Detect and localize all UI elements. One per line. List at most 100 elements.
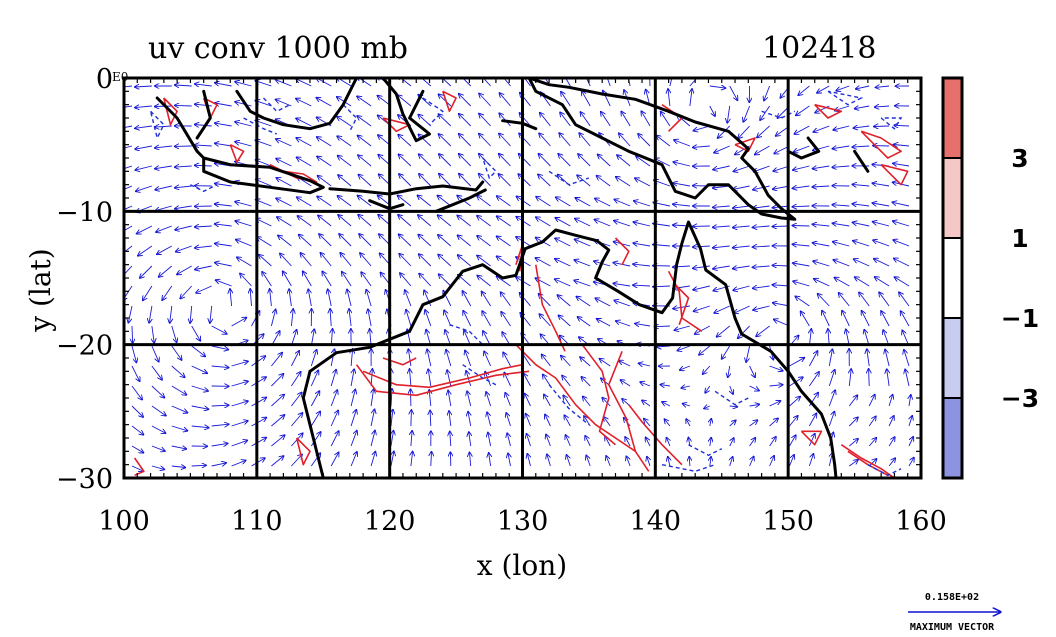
wind-vector bbox=[814, 279, 830, 287]
wind-vector bbox=[555, 279, 571, 287]
wind-vector bbox=[868, 416, 876, 427]
wind-vector bbox=[524, 374, 531, 387]
wind-vector bbox=[497, 216, 511, 227]
wind-vector bbox=[215, 143, 232, 146]
wind-vector bbox=[713, 186, 730, 188]
wind-vector bbox=[291, 455, 302, 467]
wind-vector bbox=[616, 177, 631, 187]
wind-vector bbox=[501, 312, 511, 327]
wind-vector bbox=[905, 369, 910, 387]
wind-vector bbox=[874, 259, 890, 267]
wind-vector bbox=[257, 237, 272, 247]
wind-vector bbox=[828, 412, 834, 427]
wind-vector bbox=[361, 272, 372, 287]
wind-vector bbox=[370, 431, 375, 447]
wind-vector bbox=[808, 434, 814, 447]
wind-vector bbox=[769, 385, 783, 386]
wind-vector bbox=[508, 453, 511, 467]
wind-vector bbox=[156, 225, 172, 232]
wind-vector bbox=[276, 159, 292, 167]
wind-vector bbox=[868, 438, 876, 447]
coastline bbox=[527, 78, 797, 221]
wind-vector bbox=[358, 196, 372, 207]
wind-vector bbox=[801, 311, 810, 327]
wind-vector bbox=[640, 382, 651, 387]
positive-contour bbox=[880, 163, 909, 186]
wind-vector bbox=[639, 363, 651, 366]
wind-vector bbox=[749, 420, 758, 427]
wind-vector bbox=[459, 94, 472, 107]
x-tick-label: 160 bbox=[895, 506, 947, 537]
wind-vector bbox=[175, 186, 192, 188]
wind-vector bbox=[875, 106, 890, 107]
wind-vector bbox=[563, 396, 571, 407]
wind-vector bbox=[408, 349, 411, 367]
wind-vector bbox=[458, 235, 471, 247]
wind-vector bbox=[753, 305, 770, 310]
wind-vector bbox=[459, 134, 472, 147]
wind-vector bbox=[852, 204, 870, 206]
wind-vector bbox=[151, 405, 166, 416]
wind-vector bbox=[419, 154, 432, 167]
wind-vector bbox=[693, 246, 710, 247]
wind-vector bbox=[583, 397, 591, 407]
negative-contour bbox=[761, 110, 796, 119]
wind-vector bbox=[276, 178, 292, 187]
wind-vector bbox=[519, 154, 531, 167]
wind-vector bbox=[616, 321, 631, 327]
wind-vector bbox=[559, 315, 571, 327]
wind-vector bbox=[673, 183, 690, 187]
wind-vector bbox=[477, 276, 491, 287]
wind-vector bbox=[398, 95, 412, 107]
wind-vector bbox=[276, 139, 292, 147]
wind-vector bbox=[729, 420, 736, 427]
wind-vector bbox=[673, 162, 691, 167]
wind-vector bbox=[795, 296, 810, 307]
wind-vector bbox=[753, 185, 770, 190]
wind-vector bbox=[888, 416, 894, 427]
wind-vector bbox=[600, 359, 611, 367]
wind-vector bbox=[893, 240, 910, 247]
wind-vector bbox=[300, 253, 312, 267]
wind-vector bbox=[644, 419, 651, 427]
negative-contour bbox=[342, 104, 358, 132]
wind-vector bbox=[662, 402, 671, 407]
negative-contour bbox=[548, 170, 590, 186]
colorbar-band bbox=[943, 318, 962, 398]
wind-vector bbox=[211, 443, 228, 446]
wind-vector bbox=[888, 437, 895, 447]
wind-vector bbox=[507, 433, 510, 447]
wind-vector bbox=[276, 100, 292, 107]
wind-vector bbox=[868, 459, 876, 467]
wind-vector bbox=[577, 175, 591, 187]
wind-vector bbox=[602, 398, 611, 407]
wind-vector bbox=[196, 285, 212, 293]
wind-vector bbox=[438, 235, 452, 247]
wind-vector bbox=[368, 309, 372, 327]
wind-vector bbox=[699, 345, 711, 355]
wind-vector bbox=[641, 111, 651, 127]
positive-contour bbox=[614, 237, 630, 266]
wind-vector bbox=[338, 156, 352, 167]
wind-vector bbox=[358, 155, 372, 167]
wind-vector bbox=[638, 134, 651, 147]
positive-contour bbox=[442, 90, 457, 113]
wind-vector bbox=[597, 176, 611, 187]
negative-contour bbox=[867, 464, 902, 477]
negative-convergence-contours bbox=[149, 90, 903, 477]
wind-vector bbox=[713, 206, 730, 207]
wind-vector bbox=[262, 272, 272, 287]
wind-vector bbox=[789, 435, 796, 447]
wind-vector bbox=[450, 432, 451, 447]
wind-vector bbox=[888, 395, 893, 407]
coastline bbox=[786, 136, 821, 160]
wind-vector bbox=[270, 310, 275, 327]
wind-vector bbox=[132, 325, 133, 343]
wind-vector bbox=[477, 196, 491, 207]
positive-contour bbox=[628, 404, 683, 466]
wind-vector bbox=[330, 309, 331, 327]
wind-vector bbox=[482, 311, 491, 327]
negative-contour bbox=[688, 444, 723, 457]
coastline bbox=[328, 180, 485, 196]
wind-vector bbox=[595, 220, 611, 227]
